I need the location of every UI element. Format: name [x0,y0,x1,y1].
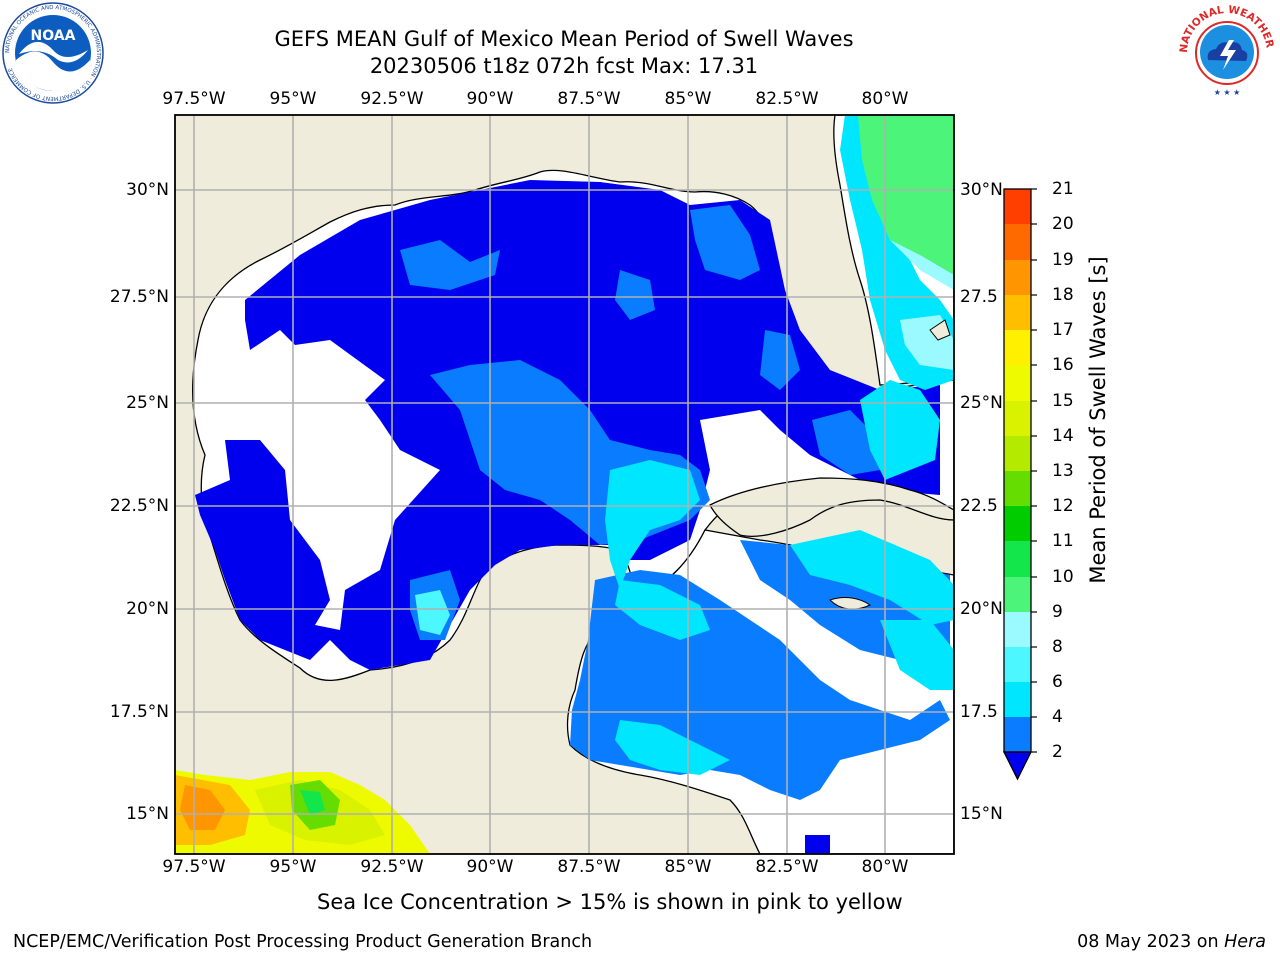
colorbar-bin [1004,647,1031,682]
lat-tick-left: 27.5°N [109,287,169,307]
colorbar-tick: 2 [1052,742,1063,762]
lat-tick-right: 20°N [960,599,1003,619]
colorbar-bin [1004,612,1031,647]
colorbar-tick: 10 [1052,567,1074,587]
colorbar-bin [1004,436,1031,471]
map-area [175,115,954,854]
lon-tick-bottom: 92.5°W [360,857,424,877]
colorbar-tick: 19 [1052,250,1074,270]
cuba [709,477,954,537]
colorbar-tick: 6 [1052,672,1063,692]
nws-logo: NATIONAL WEATHER SERVICE ★ ★ ★ [1176,2,1276,101]
colorbar-under-arrow [1002,751,1033,781]
colorbar-tick: 8 [1052,637,1063,657]
colorbar-tick: 9 [1052,602,1063,622]
colorbar-tick: 11 [1052,531,1074,551]
lat-tick-right: 22.5 [960,496,998,516]
lat-tick-right: 30°N [960,180,1003,200]
colorbar-bin [1004,330,1031,365]
lon-tick-bottom: 82.5°W [755,857,819,877]
colorbar-tick: 12 [1052,496,1074,516]
colorbar-bin [1004,189,1031,224]
lon-tick-bottom: 97.5°W [162,857,226,877]
colorbar-tick: 16 [1052,355,1074,375]
lon-tick-bottom: 95°W [269,857,317,877]
lat-tick-left: 22.5°N [109,496,169,516]
lat-tick-left: 25°N [126,393,169,413]
colorbar-tick: 17 [1052,320,1074,340]
colorbar-bin [1004,541,1031,577]
footer-date: 08 May 2023 on Hera [1077,932,1266,952]
colorbar-bin [1004,471,1031,506]
lon-tick-top: 80°W [861,89,909,109]
colorbar-bin [1004,365,1031,401]
colorbar-tick: 20 [1052,214,1074,234]
lon-tick-bottom: 90°W [466,857,514,877]
hispaniola-jamaica [829,597,871,610]
colorbar-bin [1004,224,1031,260]
footer-date-text: 08 May 2023 on [1077,932,1225,952]
lon-tick-top: 82.5°W [755,89,819,109]
lat-tick-left: 30°N [126,180,169,200]
lat-tick-right: 17.5 [960,702,998,722]
colorbar-bin [1004,260,1031,295]
colorbar-tick: 14 [1052,426,1074,446]
colorbar-bin [1004,717,1031,752]
lat-tick-left: 20°N [126,599,169,619]
lat-tick-right: 27.5 [960,287,998,307]
swell-contours [195,115,954,854]
lon-tick-top: 97.5°W [162,89,226,109]
lon-tick-top: 92.5°W [360,89,424,109]
lon-tick-top: 87.5°W [557,89,621,109]
caption: Sea Ice Concentration > 15% is shown in … [317,890,903,914]
chart-title: GEFS MEAN Gulf of Mexico Mean Period of … [274,27,854,51]
lat-tick-left: 17.5°N [109,702,169,722]
noaa-logo: NOAA NATIONAL OCEANIC AND ATMOSPHERIC AD… [2,2,104,104]
colorbar [1002,188,1037,781]
footer-credit: NCEP/EMC/Verification Post Processing Pr… [13,932,593,952]
colorbar-bin [1004,577,1031,612]
map-frame [174,114,955,855]
lat-tick-right: 15°N [960,804,1003,824]
colorbar-bin [1004,682,1031,717]
colorbar-label: Mean Period of Swell Waves [s] [1086,256,1110,584]
colorbar-bin [1004,295,1031,330]
footer-host: Hera [1224,932,1266,952]
lon-tick-top: 90°W [466,89,514,109]
lon-tick-top: 95°W [269,89,317,109]
noaa-logo-text: NOAA [31,28,76,44]
lon-tick-bottom: 87.5°W [557,857,621,877]
colorbar-tick: 4 [1052,707,1063,727]
lat-tick-left: 15°N [126,804,169,824]
colorbar-bin [1004,401,1031,436]
lon-tick-top: 85°W [664,89,712,109]
lat-tick-right: 25°N [960,393,1003,413]
colorbar-tick: 18 [1052,285,1074,305]
map-gridlines [175,115,954,854]
lon-tick-bottom: 85°W [664,857,712,877]
lon-tick-bottom: 80°W [861,857,909,877]
colorbar-tick: 13 [1052,461,1074,481]
svg-text:★ ★ ★: ★ ★ ★ [1214,88,1241,97]
chart-subtitle: 20230506 t18z 072h fcst Max: 17.31 [369,54,759,78]
colorbar-bin [1004,506,1031,541]
colorbar-tick: 21 [1052,179,1074,199]
colorbar-tick: 15 [1052,391,1074,411]
bahamas [929,319,951,341]
